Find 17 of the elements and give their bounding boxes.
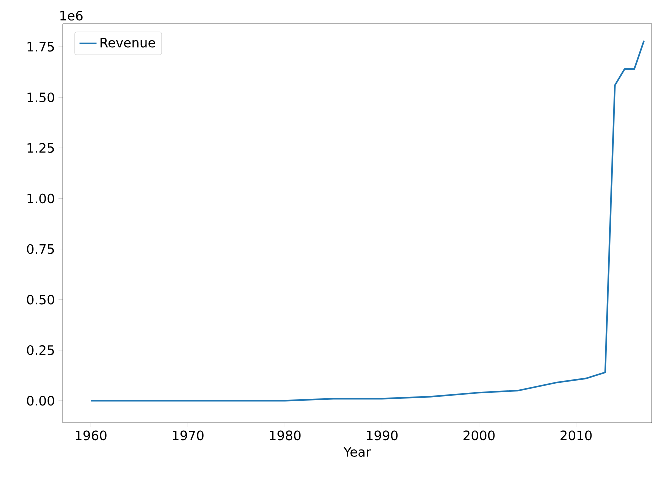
x-axis-title: Year (344, 447, 372, 458)
x-tick-label: 1980 (270, 430, 301, 441)
x-tick-label: 2000 (464, 430, 495, 441)
x-tick-label: 1960 (76, 430, 107, 441)
legend-label: Revenue (100, 38, 156, 48)
y-tick-label: 1.00 (28, 194, 54, 204)
x-tick-label: 1970 (173, 430, 204, 441)
y-tick-label: 1.50 (28, 92, 54, 103)
x-tick-label: 2010 (560, 430, 592, 441)
y-tick-label: 1.25 (28, 143, 54, 154)
y-tick-label: 1.75 (28, 42, 54, 52)
y-tick-label: 0.25 (27, 346, 54, 356)
y-tick-label: 0.75 (27, 244, 54, 254)
x-tick-label: 1990 (367, 430, 398, 441)
text: 1e6 (60, 11, 83, 21)
y-tick-label: 0.50 (27, 294, 54, 305)
y-tick-label: 0.00 (27, 396, 54, 406)
